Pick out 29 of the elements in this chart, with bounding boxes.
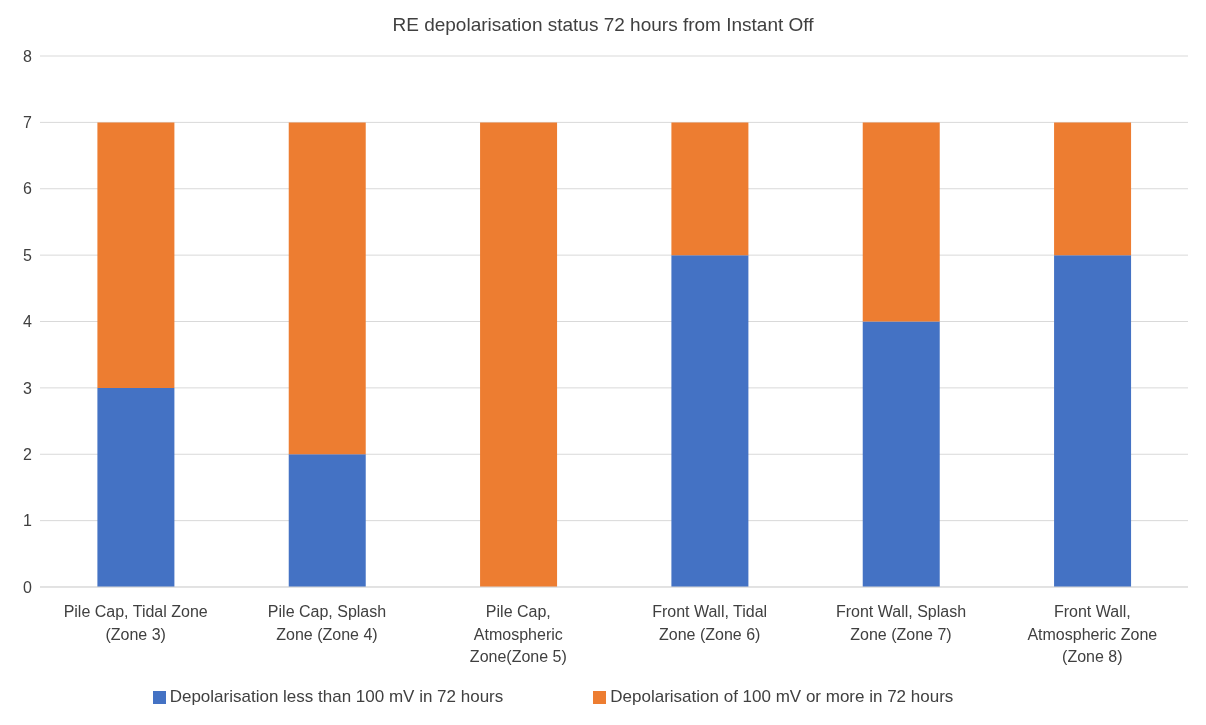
y-tick-label: 5 [23, 246, 33, 264]
bar [862, 321, 940, 587]
x-tick-label: Front Wall, Tidal Zone (Zone 6) [652, 603, 768, 643]
bar [480, 122, 558, 587]
bar [671, 255, 749, 587]
y-tick-label: 1 [23, 512, 33, 530]
bar [97, 122, 175, 388]
y-tick-label: 7 [23, 114, 33, 132]
bar [1054, 255, 1132, 587]
x-tick-label: Pile Cap, Atmospheric Zone(Zone 5) [469, 603, 567, 666]
bar [671, 122, 749, 256]
bar [288, 122, 366, 455]
x-tick-label: Front Wall, Splash Zone (Zone 7) [835, 603, 967, 643]
x-tick-label: Pile Cap, Splash Zone (Zone 4) [267, 603, 387, 643]
x-tick-label: Front Wall, Atmospheric Zone (Zone 8) [1027, 603, 1158, 666]
bar [862, 122, 940, 322]
y-tick-label: 8 [23, 47, 33, 65]
legend-label: Depolarisation of 100 mV or more in 72 hours [610, 687, 954, 706]
y-tick-label: 2 [23, 445, 33, 463]
bar [1054, 122, 1132, 256]
chart-title: RE depolarisation status 72 hours from Instant Off [391, 13, 815, 37]
bar [97, 387, 175, 587]
y-tick-label: 3 [23, 379, 33, 397]
x-tick-label: Pile Cap, Tidal Zone (Zone 3) [63, 603, 208, 643]
legend-label: Depolarisation less than 100 mV in 72 hours [169, 687, 504, 706]
y-tick-label: 4 [23, 313, 33, 331]
bar [288, 454, 366, 587]
y-tick-label: 0 [23, 578, 33, 596]
y-tick-label: 6 [23, 180, 33, 198]
